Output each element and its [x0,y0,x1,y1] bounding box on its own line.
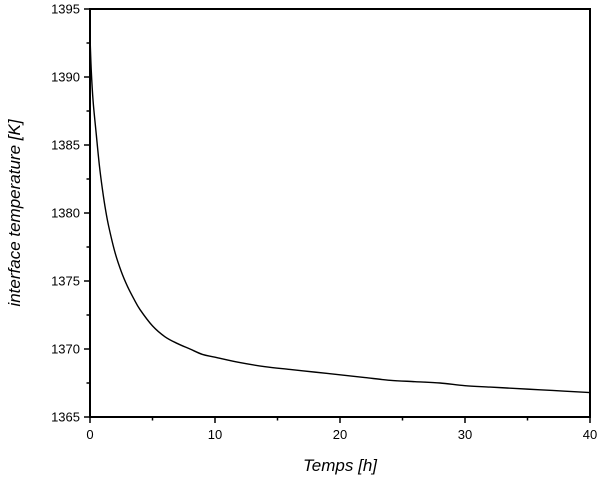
plot-frame [89,8,591,418]
plot-frame-layer [89,8,591,418]
y-tick-label: 1395 [51,2,80,17]
x-axis-ticks: 0 10 20 30 40 [86,417,597,442]
y-tick-label: 1390 [51,70,80,85]
y-tick-label: 1370 [51,342,80,357]
plot-background [90,9,590,417]
series-layer [89,36,591,394]
y-axis-title: interface temperature [K] [5,118,24,306]
x-tick-label: 40 [583,427,597,442]
x-tick-label: 30 [458,427,472,442]
y-tick-label: 1375 [51,274,80,289]
series-line-0 [89,36,591,394]
y-axis-ticks: 1365 1370 1375 1380 1385 1390 1395 [51,2,90,425]
y-tick-label: 1365 [51,410,80,425]
plot-area [90,9,590,417]
x-tick-label: 10 [208,427,222,442]
x-axis-title: Temps [h] [303,456,378,475]
x-tick-label: 0 [86,427,93,442]
x-tick-label: 20 [333,427,347,442]
y-tick-label: 1380 [51,206,80,221]
y-tick-label: 1385 [51,138,80,153]
